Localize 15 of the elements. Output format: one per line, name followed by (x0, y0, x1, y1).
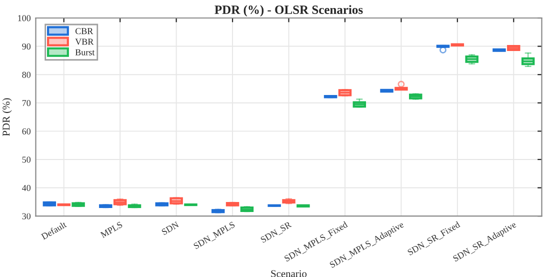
x-tick-label: SDN (161, 221, 180, 236)
legend-label: VBR (75, 38, 94, 45)
chart-title: PDR (%) - OLSR Scenarios (214, 5, 363, 16)
y-tick-label: 40 (22, 184, 31, 191)
y-tick-label: 80 (22, 72, 31, 78)
legend-label: Burst (75, 49, 95, 56)
y-tick-label: 50 (22, 156, 31, 163)
y-tick-label: 60 (22, 128, 31, 134)
y-axis-title: PDR (%) (2, 98, 12, 136)
y-tick-label: 90 (22, 43, 31, 50)
legend-label: CBR (75, 28, 94, 34)
y-tick-label: 100 (18, 15, 31, 22)
x-axis-title: Scenario (271, 270, 307, 277)
y-tick-label: 30 (22, 213, 31, 220)
y-tick-label: 70 (22, 100, 31, 106)
